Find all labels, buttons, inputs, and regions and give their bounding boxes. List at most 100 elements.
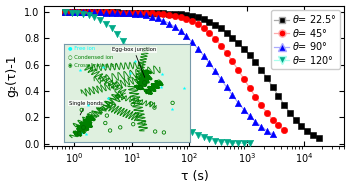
Point [155,17,161,20]
Point [201,136,206,139]
X-axis label: τ (s): τ (s) [181,170,208,184]
Point [253,95,258,98]
Point [230,36,235,39]
Point [149,15,155,18]
Point [80,12,86,15]
Point [103,11,108,14]
Point [86,11,92,14]
Point [241,108,247,111]
Point [126,11,132,14]
Point [241,47,247,50]
Point [149,12,155,15]
Point [264,77,270,80]
Point [189,41,195,44]
Point [161,100,166,103]
Point [69,11,75,14]
Point [144,12,149,15]
Point [247,87,252,90]
Point [138,11,143,14]
Point [316,136,321,139]
Point [97,11,103,14]
Point [144,11,149,14]
Point [178,30,183,33]
Point [103,11,108,14]
Point [69,11,75,14]
Point [97,19,103,22]
Point [63,11,68,14]
Point [195,47,201,50]
Point [195,133,201,136]
Point [91,11,97,14]
Point [109,11,115,14]
Point [74,11,79,14]
Point [236,101,241,104]
Point [161,13,166,16]
Point [86,14,92,17]
Point [218,140,224,143]
Legend: $\theta$= 22.5°, $\theta$= 45°, $\theta$= 90°, $\theta$= 120°: $\theta$= 22.5°, $\theta$= 45°, $\theta$… [272,10,340,69]
Point [155,92,161,95]
Point [224,141,230,144]
Point [144,74,149,77]
Point [97,11,103,14]
Point [236,68,241,71]
Point [189,130,195,133]
Point [74,11,79,14]
Point [184,35,189,38]
Point [86,11,92,14]
Point [195,16,201,19]
Point [138,11,143,14]
Point [149,12,155,15]
Point [86,11,92,14]
Point [120,40,126,43]
Point [206,62,212,65]
Point [264,111,270,114]
Point [63,11,68,14]
Point [178,121,183,124]
Point [74,12,79,15]
Point [253,60,258,63]
Point [161,19,166,22]
Point [167,22,172,25]
Point [264,129,270,132]
Point [218,78,224,81]
Point [114,33,120,36]
Point [126,12,132,15]
Point [144,14,149,17]
Point [109,11,115,14]
Point [103,22,108,25]
Point [184,17,189,20]
Point [80,11,86,14]
Point [310,133,316,136]
Point [299,125,304,128]
Point [247,115,252,118]
Point [247,53,252,56]
Point [91,11,97,14]
Point [138,13,143,16]
Point [224,31,230,34]
Point [189,15,195,18]
Point [224,52,230,55]
Y-axis label: g₂(τ)-1: g₂(τ)-1 [6,55,19,97]
Point [109,11,115,14]
Point [270,85,275,88]
Point [201,18,206,21]
Point [172,26,178,29]
Point [253,120,258,123]
Point [270,133,275,136]
Point [172,14,178,17]
Point [120,11,126,14]
Point [120,12,126,15]
Point [69,11,75,14]
Point [161,12,166,15]
Point [167,12,172,15]
Point [114,11,120,14]
Point [241,77,247,81]
Point [206,20,212,23]
Point [212,37,218,40]
Point [103,11,108,14]
Point [201,27,206,30]
Point [304,129,310,132]
Point [132,11,138,14]
Point [132,11,138,14]
